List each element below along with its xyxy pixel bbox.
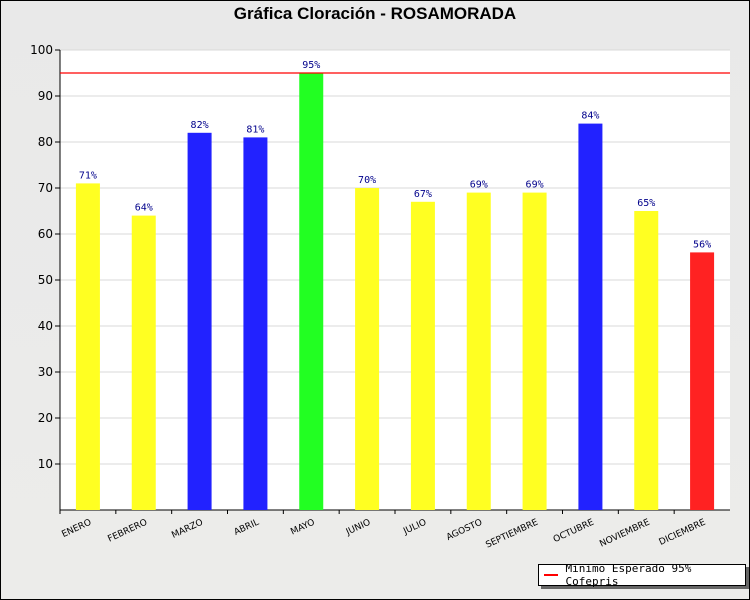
data-label: 69% [526, 180, 544, 191]
bar [690, 252, 715, 510]
y-tick-label: 10 [38, 457, 53, 471]
x-tick-label: ENERO [60, 518, 93, 540]
data-label: 71% [79, 170, 97, 181]
bar [466, 192, 491, 510]
data-label: 56% [693, 239, 711, 250]
x-tick-label: JUNIO [344, 518, 372, 538]
x-tick-label: MAYO [289, 518, 316, 538]
bar [634, 211, 659, 510]
y-tick-label: 40 [38, 319, 53, 333]
x-tick-label: JULIO [401, 518, 428, 538]
chart-title: Gráfica Cloración - ROSAMORADA [233, 4, 517, 23]
bar [131, 215, 156, 510]
x-tick-label: DICIEMBRE [658, 518, 708, 548]
y-tick-label: 60 [38, 227, 53, 241]
data-label: 70% [358, 175, 376, 186]
bar [299, 73, 324, 510]
x-tick-label: OCTUBRE [552, 518, 596, 546]
bar [75, 183, 100, 510]
bar [578, 123, 603, 510]
x-tick-label: AGOSTO [445, 518, 484, 543]
legend: Minimo Esperado 95% Cofepris [538, 562, 746, 588]
data-label: 84% [581, 111, 599, 122]
x-tick-label: FEBRERO [106, 518, 149, 545]
data-label: 81% [246, 124, 264, 135]
bar [243, 137, 268, 510]
legend-swatch [544, 574, 558, 576]
data-label: 67% [414, 189, 432, 200]
x-tick-label: MARZO [170, 518, 205, 541]
x-tick-label: ABRIL [233, 518, 261, 538]
data-label: 64% [135, 203, 153, 214]
y-tick-label: 70 [38, 181, 53, 195]
data-label: 69% [470, 180, 488, 191]
data-label: 65% [637, 198, 655, 209]
data-label: 95% [302, 60, 320, 71]
bar [187, 132, 212, 511]
y-tick-label: 90 [38, 89, 53, 103]
bar [522, 192, 547, 510]
bar [410, 201, 435, 511]
y-tick-label: 80 [38, 135, 53, 149]
x-tick-label: NOVIEMBRE [598, 518, 651, 550]
data-label: 82% [191, 120, 209, 131]
y-tick-label: 30 [38, 365, 53, 379]
y-tick-label: 50 [38, 273, 53, 287]
y-tick-label: 20 [38, 411, 53, 425]
x-tick-label: SEPTIEMBRE [484, 518, 540, 551]
bar [355, 188, 380, 510]
legend-label: Minimo Esperado 95% Cofepris [565, 562, 692, 588]
y-tick-label: 100 [30, 43, 53, 57]
